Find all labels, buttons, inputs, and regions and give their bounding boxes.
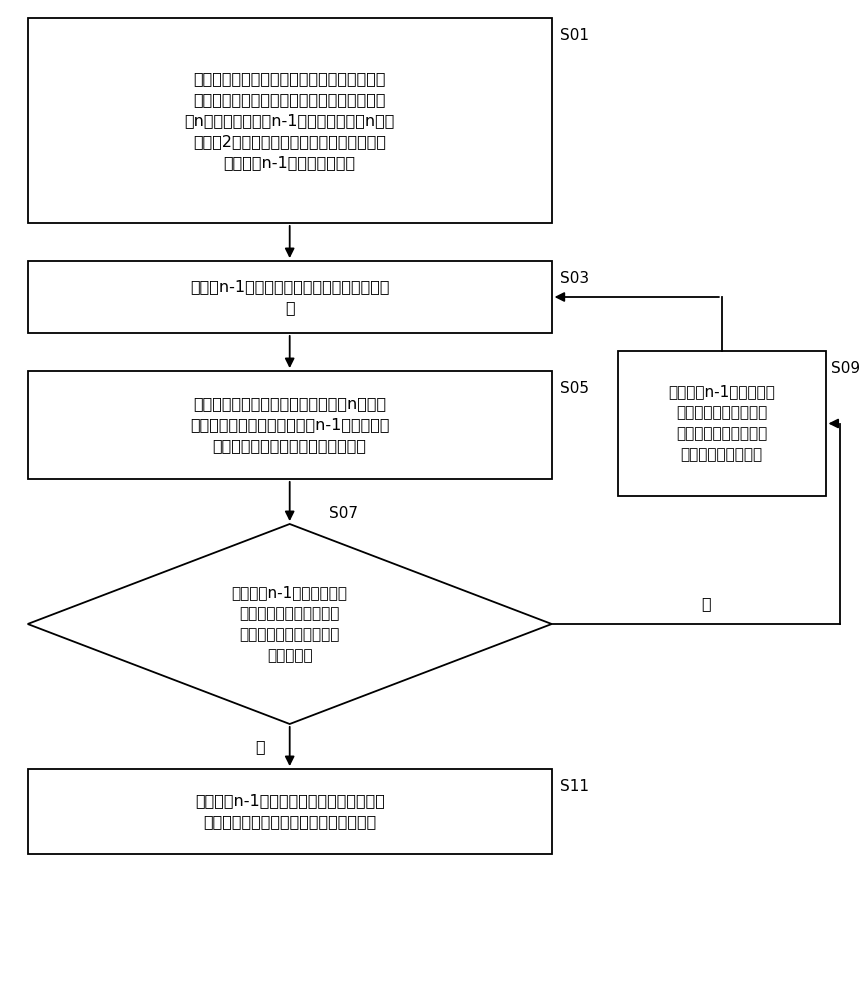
Polygon shape (28, 524, 552, 724)
Bar (618, 351, 825, 496)
Text: 否: 否 (702, 596, 711, 611)
Text: S01: S01 (560, 28, 588, 43)
Text: 根据所述n-1组相邻两个
单流道模型对同一耦合
面的流入温度，依次修
正所述耦合面的温度: 根据所述n-1组相邻两个 单流道模型对同一耦合 面的流入温度，依次修 正所述耦合… (669, 384, 775, 462)
Text: S09: S09 (830, 361, 860, 376)
Text: 获取由多流道电机分解得到的单流道模型组的
参数和三维模型，其中，所述单流道模型组包
括n个单流道模型和n-1个耦合面，其中n为大
于等于2的整数，所述单流道模型: 获取由多流道电机分解得到的单流道模型组的 参数和三维模型，其中，所述单流道模型组… (184, 71, 395, 170)
Bar (28, 261, 552, 333)
Text: 根据所述单流道模型组的参数和所述n个单流
道模型的三维模型，计算得到n-1组相邻两个
单流道模型对同一耦合面的流入温度: 根据所述单流道模型组的参数和所述n个单流 道模型的三维模型，计算得到n-1组相邻… (190, 396, 389, 454)
Text: 判断所述n-1组的相邻两个
单流道模型对同一耦合面
的流入温度之和是否均满
足预设条件: 判断所述n-1组的相邻两个 单流道模型对同一耦合面 的流入温度之和是否均满 足预… (232, 585, 348, 663)
Bar (28, 769, 552, 854)
Text: 是: 是 (255, 739, 265, 754)
Text: 将所述n-1个耦合面的温度设为预设假定温度
值: 将所述n-1个耦合面的温度设为预设假定温度 值 (190, 279, 389, 315)
Text: S05: S05 (560, 381, 588, 396)
Text: S03: S03 (560, 271, 589, 286)
Bar (28, 371, 552, 479)
Text: S11: S11 (560, 779, 588, 794)
Bar (28, 18, 552, 223)
Text: S07: S07 (330, 506, 358, 521)
Text: 根据所述n-1个耦合面的温度和所述已知参
数，计算得到所述多流道电机的温度分布: 根据所述n-1个耦合面的温度和所述已知参 数，计算得到所述多流道电机的温度分布 (195, 794, 385, 830)
